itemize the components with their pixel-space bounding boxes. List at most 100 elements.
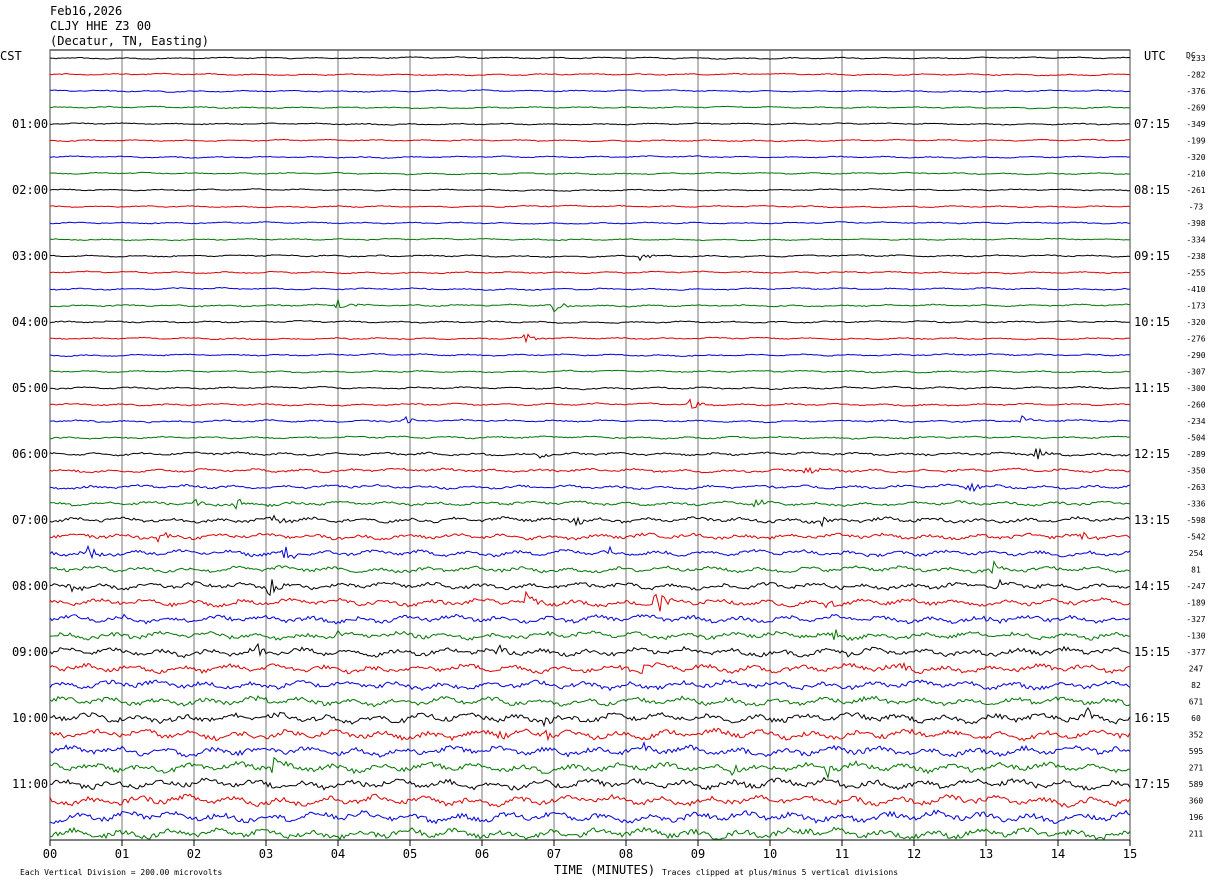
trace-line [49,590,1131,612]
dc-offset-label: -542 [1186,533,1205,542]
utc-time-label: 11:15 [1134,381,1170,395]
seismic-traces [49,56,1131,841]
trace-line [49,435,1131,440]
trace-line [49,89,1131,93]
trace-line [49,286,1131,291]
dc-offset-label: -336 [1186,500,1205,509]
chart-date: Feb16,2026 [50,4,123,18]
dc-offset-label: -269 [1186,104,1205,113]
trace-line [49,299,1131,313]
dc-offset-label: -307 [1186,368,1205,377]
dc-offset-label: -263 [1186,483,1205,492]
trace-line [49,578,1131,597]
dc-offset-label: -327 [1186,615,1205,624]
dc-offset-label: 82 [1191,681,1201,690]
trace-line [49,447,1131,460]
x-tick-label: 13 [979,847,993,861]
utc-time-label: 09:15 [1134,249,1170,263]
clip-note: Traces clipped at plus/minus 5 vertical … [662,868,898,877]
x-tick-label: 08 [619,847,633,861]
chart-location: (Decatur, TN, Easting) [50,34,209,48]
cst-time-label: 07:00 [12,513,48,527]
utc-time-label: 14:15 [1134,579,1170,593]
trace-line [49,514,1131,528]
trace-line [49,642,1131,659]
dc-offset-label: 60 [1191,714,1201,723]
trace-line [49,221,1131,225]
grid-lines [49,49,1131,846]
x-tick-label: 15 [1123,847,1137,861]
dc-offset-label: -199 [1186,137,1205,146]
trace-line [49,740,1131,758]
cst-time-label: 03:00 [12,249,48,263]
dc-offset-label: -261 [1186,186,1205,195]
dc-offset-label: 595 [1189,747,1204,756]
trace-line [49,613,1131,625]
utc-axis-label: UTC [1144,49,1166,63]
x-tick-label: 09 [691,847,705,861]
dc-offset-label: 671 [1189,698,1204,707]
dc-offset-label: -238 [1186,252,1205,261]
cst-time-label: 08:00 [12,579,48,593]
trace-line [49,679,1131,692]
trace-line [49,756,1131,780]
dc-offset-label: -376 [1186,87,1205,96]
x-tick-label: 12 [907,847,921,861]
dc-offset-label: 589 [1189,780,1204,789]
x-tick-label: 05 [403,847,417,861]
dc-offset-label: -173 [1186,302,1205,311]
trace-line [50,482,1131,493]
dc-offset-label: -255 [1186,269,1205,278]
dc-offset-label: -504 [1186,434,1205,443]
dc-offset-label: -377 [1186,648,1205,657]
cst-time-label: 01:00 [12,117,48,131]
dc-offset-label: -289 [1186,450,1205,459]
dc-offset-label: -130 [1186,632,1205,641]
trace-line [49,56,1131,60]
scale-note: Each Vertical Division = 200.00 microvol… [20,868,222,877]
cst-time-label: 09:00 [12,645,48,659]
cst-axis-label: CST [0,49,22,63]
x-tick-label: 06 [475,847,489,861]
trace-line [49,629,1131,642]
x-tick-label: 10 [763,847,777,861]
dc-offset-label: -350 [1186,467,1205,476]
dc-offset-label: -73 [1189,203,1204,212]
dc-offset-label: -233 [1186,54,1205,63]
x-tick-label: 02 [187,847,201,861]
utc-time-label: 16:15 [1134,711,1170,725]
cst-time-label: 11:00 [12,777,48,791]
chart-station: CLJY HHE Z3 00 [50,19,152,33]
trace-line [50,105,1131,110]
trace-line [49,498,1131,510]
trace-line [49,319,1130,324]
axis-labels: 00 01 02 03 04 05 06 07 08 09 10 11 12 13 14 15 -233 -282… [0,49,1206,877]
dc-offset-label: -290 [1186,351,1205,360]
trace-line [49,352,1131,358]
trace-line [49,776,1131,791]
trace-line [49,270,1130,275]
dc-offset-label: -410 [1186,285,1205,294]
x-tick-label: 14 [1051,847,1065,861]
trace-line [49,188,1131,192]
trace-line [49,466,1131,475]
dc-offset-label: 247 [1189,665,1204,674]
cst-time-label: 05:00 [12,381,48,395]
dc-offset-label: 211 [1189,830,1204,839]
dc-offset-label: -260 [1186,401,1205,410]
dc-offset-label: 254 [1189,549,1204,558]
dc-offset-label: 81 [1191,566,1201,575]
trace-line [49,138,1130,143]
utc-time-label: 12:15 [1134,447,1170,461]
trace-line [49,809,1131,825]
trace-line [49,237,1131,242]
trace-line [49,559,1131,575]
x-tick-label: 00 [43,847,57,861]
trace-line [50,826,1131,841]
x-tick-label: 01 [115,847,129,861]
trace-line [49,171,1131,176]
trace-line [49,122,1131,126]
dc-offset-label: -349 [1186,120,1205,129]
utc-time-label: 07:15 [1134,117,1170,131]
